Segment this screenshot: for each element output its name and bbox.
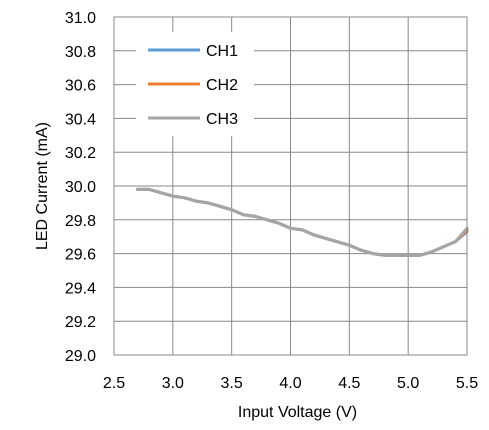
- legend-label-ch2: CH2: [206, 77, 238, 94]
- x-tick-label: 2.5: [103, 375, 125, 392]
- series-lines: [136, 187, 469, 257]
- x-tick-label: 5.0: [397, 375, 419, 392]
- x-tick-label: 4.5: [338, 375, 360, 392]
- x-axis-title: Input Voltage (V): [238, 404, 357, 421]
- series-line-ch3: [136, 187, 469, 257]
- legend-label-ch1: CH1: [206, 43, 238, 60]
- legend-label-ch3: CH3: [206, 111, 238, 128]
- tick-labels: 29.0 29.2 29.4 29.6 29.8 30.0 30.2 30.4 30.6 30.8…: [65, 10, 478, 392]
- y-tick-label: 29.6: [65, 247, 96, 264]
- y-tick-label: 30.6: [65, 78, 96, 95]
- y-tick-label: 30.4: [65, 111, 96, 128]
- plot-area-border: [113, 16, 468, 356]
- y-tick-label: 29.4: [65, 280, 96, 297]
- y-tick-label: 30.2: [65, 145, 96, 162]
- x-tick-label: 5.5: [456, 375, 478, 392]
- y-tick-label: 31.0: [65, 10, 96, 27]
- legend: CH1 CH2 CH3: [136, 32, 254, 136]
- y-tick-label: 29.8: [65, 213, 96, 230]
- x-tick-label: 3.0: [162, 375, 184, 392]
- y-tick-label: 30.8: [65, 44, 96, 61]
- y-axis-title: LED Current (mA): [34, 122, 51, 250]
- y-tick-label: 30.0: [65, 179, 96, 196]
- x-tick-label: 3.5: [221, 375, 243, 392]
- axes: [113, 16, 468, 356]
- y-tick-label: 29.2: [65, 314, 96, 331]
- y-tick-label: 29.0: [65, 348, 96, 365]
- x-tick-label: 4.0: [279, 375, 301, 392]
